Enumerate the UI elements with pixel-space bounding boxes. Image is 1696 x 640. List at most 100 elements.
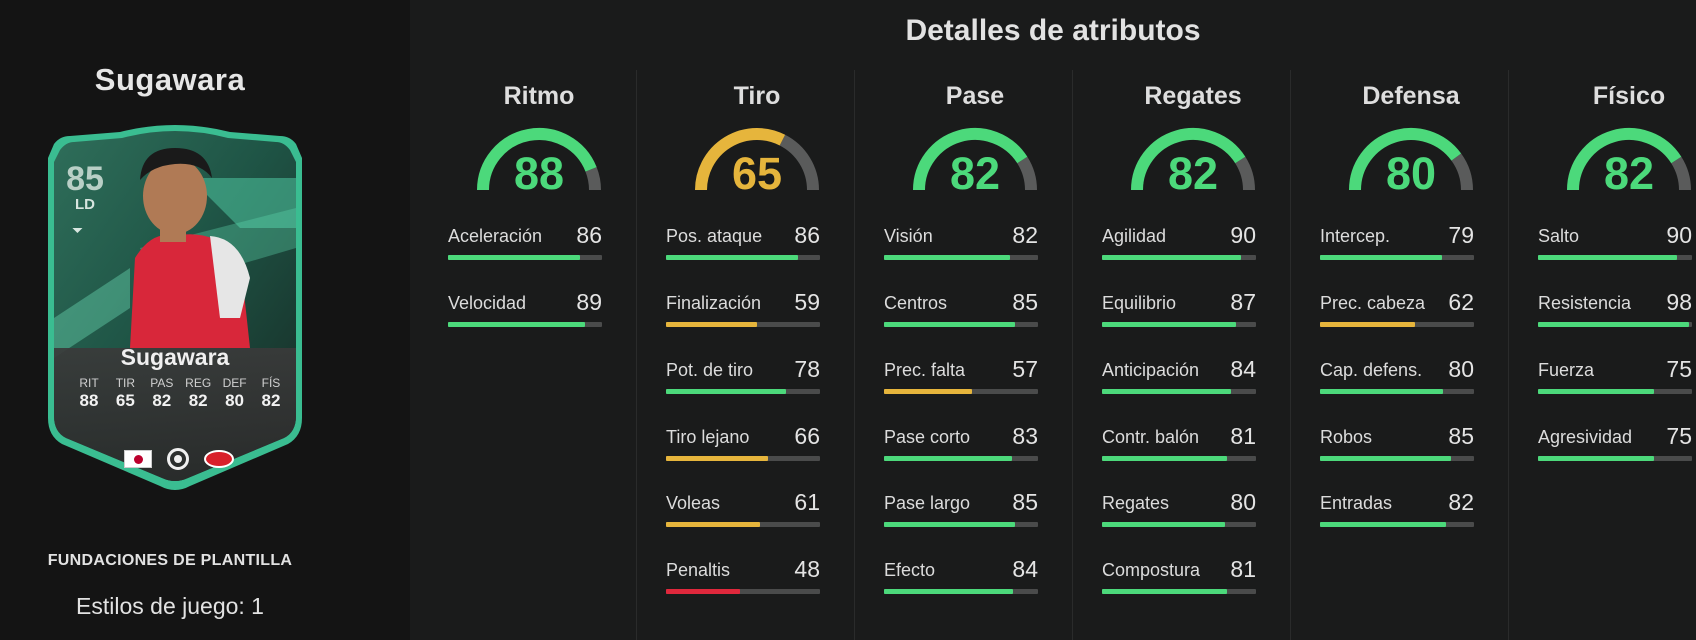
card-stat: DEF 80 bbox=[218, 376, 252, 411]
category-gauge bbox=[1131, 128, 1255, 191]
attribute-name: Anticipación bbox=[1102, 360, 1200, 380]
player-name: Sugawara bbox=[94, 62, 246, 97]
card-stat-label: PAS bbox=[150, 376, 174, 390]
category-value: 80 bbox=[1385, 148, 1437, 199]
attribute-bar bbox=[884, 255, 1038, 260]
attribute-row: Cap. defens. 80 bbox=[1320, 356, 1474, 400]
attribute-bar bbox=[1538, 456, 1692, 461]
category-gauge bbox=[695, 128, 819, 191]
card-stat-label: TIR bbox=[115, 376, 136, 390]
attribute-name: Voleas bbox=[666, 493, 721, 513]
attribute-value: 81 bbox=[1230, 423, 1256, 449]
az-alkmaar-logo-icon bbox=[204, 450, 234, 468]
attribute-row: Prec. falta 57 bbox=[884, 356, 1038, 400]
card-stat: TIR 65 bbox=[108, 376, 142, 411]
attribute-bar-fill bbox=[884, 255, 1011, 260]
attribute-value: 80 bbox=[1230, 489, 1256, 515]
attribute-bar-fill bbox=[1320, 456, 1451, 461]
attribute-value: 82 bbox=[1448, 489, 1474, 515]
attribute-name: Tiro lejano bbox=[666, 427, 750, 447]
attribute-bar-fill bbox=[1320, 255, 1442, 260]
player-photo bbox=[130, 148, 250, 348]
attribute-value: 85 bbox=[1012, 289, 1038, 315]
attribute-bar-fill bbox=[1538, 389, 1654, 394]
attribute-name: Aceleración bbox=[448, 226, 543, 246]
attribute-bar bbox=[666, 589, 820, 594]
category-value: 82 bbox=[949, 148, 1001, 199]
attribute-name: Pos. ataque bbox=[666, 226, 763, 246]
japan-flag-icon bbox=[124, 450, 152, 468]
card-stat-value: 65 bbox=[115, 391, 135, 410]
attribute-bar bbox=[1102, 322, 1256, 327]
category-gauge bbox=[913, 128, 1037, 191]
attribute-row: Centros 85 bbox=[884, 289, 1038, 333]
attribute-bar-fill bbox=[884, 322, 1015, 327]
gauge-track bbox=[1017, 156, 1037, 191]
category-title: Ritmo bbox=[503, 82, 575, 110]
card-stats: RIT 88 TIR 65 PAS 82 REG 82 DEF 80 FÍS 82 bbox=[72, 376, 288, 411]
attribute-value: 78 bbox=[794, 356, 820, 382]
attribute-bar-fill bbox=[1102, 456, 1227, 461]
attribute-row: Contr. balón 81 bbox=[1102, 423, 1256, 467]
category-value: 65 bbox=[731, 148, 783, 199]
attribute-row: Salto 90 bbox=[1538, 222, 1692, 266]
attribute-value: 84 bbox=[1230, 356, 1256, 382]
attribute-name: Entradas bbox=[1320, 493, 1393, 513]
attribute-name: Resistencia bbox=[1538, 293, 1632, 313]
attribute-bar bbox=[1320, 522, 1474, 527]
attribute-bar-fill bbox=[666, 322, 757, 327]
attribute-bar-fill bbox=[1102, 255, 1241, 260]
card-frame bbox=[48, 125, 302, 490]
category-defensa: Defensa 80 Intercep. 79 Prec. cabeza 62 Cap. d… bbox=[1302, 0, 1520, 640]
attribute-bar-fill bbox=[666, 456, 768, 461]
attribute-name: Regates bbox=[1102, 493, 1170, 513]
attribute-value: 83 bbox=[1012, 423, 1038, 449]
attribute-bar-fill bbox=[884, 389, 972, 394]
category-title: Defensa bbox=[1362, 82, 1460, 110]
category-tiro: Tiro 65 Pos. ataque 86 Finalización 59 Pot. de… bbox=[648, 0, 866, 640]
attribute-row: Visión 82 bbox=[884, 222, 1038, 266]
gauge-fill bbox=[1567, 128, 1682, 191]
attribute-bar bbox=[1102, 589, 1256, 594]
attribute-bar bbox=[1538, 389, 1692, 394]
attribute-row: Tiro lejano 66 bbox=[666, 423, 820, 467]
attribute-bar-fill bbox=[448, 322, 586, 327]
card-stat: FÍS 82 bbox=[254, 376, 288, 411]
player-panel: Sugawara bbox=[0, 0, 410, 640]
attribute-name: Penaltis bbox=[666, 560, 731, 580]
attribute-name: Efecto bbox=[884, 560, 936, 580]
attribute-bar bbox=[884, 522, 1038, 527]
attribute-value: 81 bbox=[1230, 556, 1256, 582]
attribute-value: 80 bbox=[1448, 356, 1474, 382]
card-stat: PAS 82 bbox=[145, 376, 179, 411]
attribute-value: 75 bbox=[1666, 423, 1692, 449]
attribute-bar-fill bbox=[1320, 322, 1416, 327]
attribute-bar-fill bbox=[666, 255, 799, 260]
playstyles-label[interactable]: Estilos de juego: 1 bbox=[76, 593, 264, 619]
attribute-name: Visión bbox=[884, 226, 933, 246]
player-card[interactable]: 85 LD ⏷ Sugawara RIT 88 TIR 65 PAS 82 REG 82… bbox=[40, 118, 310, 494]
column-divider bbox=[1508, 70, 1509, 640]
attribute-row: Efecto 84 bbox=[884, 556, 1038, 600]
attribute-value: 86 bbox=[576, 222, 602, 248]
card-position: LD bbox=[75, 196, 95, 213]
category-title: Tiro bbox=[733, 82, 781, 110]
attribute-bar-fill bbox=[1320, 389, 1444, 394]
attribute-name: Velocidad bbox=[448, 293, 527, 313]
attribute-value: 86 bbox=[794, 222, 820, 248]
attribute-value: 57 bbox=[1012, 356, 1038, 382]
attribute-row: Equilibrio 87 bbox=[1102, 289, 1256, 333]
attribute-row: Resistencia 98 bbox=[1538, 289, 1692, 333]
column-divider bbox=[854, 70, 855, 640]
attribute-row: Anticipación 84 bbox=[1102, 356, 1256, 400]
attribute-bar-fill bbox=[884, 456, 1012, 461]
attribute-row: Agilidad 90 bbox=[1102, 222, 1256, 266]
gauge-fill bbox=[1349, 128, 1462, 191]
column-divider bbox=[1290, 70, 1291, 640]
details-title: Detalles de atributos bbox=[905, 14, 1201, 47]
attribute-bar bbox=[1102, 255, 1256, 260]
attribute-value: 87 bbox=[1230, 289, 1256, 315]
attribute-bar bbox=[666, 456, 820, 461]
attribute-bar-fill bbox=[666, 389, 787, 394]
attribute-value: 59 bbox=[794, 289, 820, 315]
